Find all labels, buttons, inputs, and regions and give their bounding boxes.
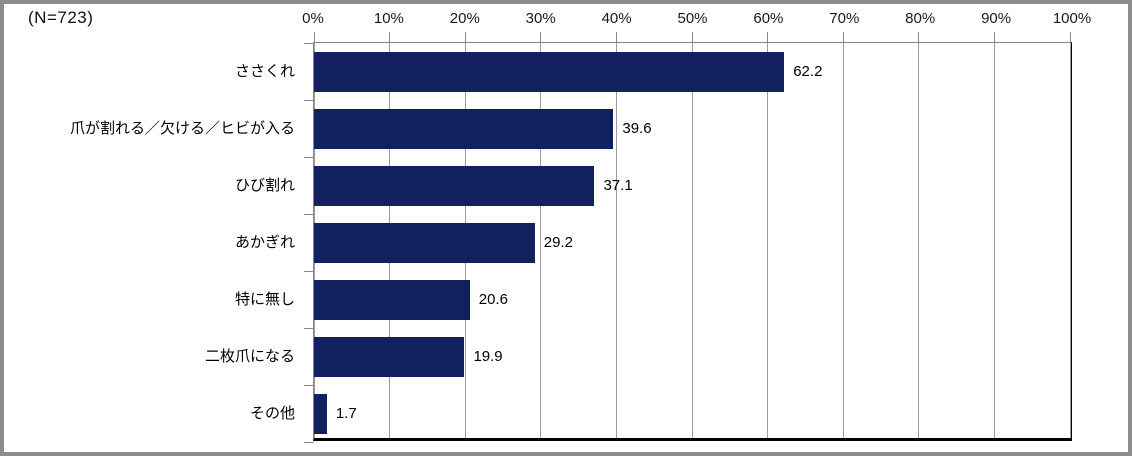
x-axis-labels: 0% 10% 20% 30% 40% 50% 60% 70% 80% 90% 100%: [302, 10, 1091, 32]
x-axis-tick: [313, 32, 315, 43]
category-axis-tick: [304, 43, 314, 44]
x-axis-tick-label: 20%: [449, 10, 480, 27]
category-axis-tick: [304, 385, 314, 386]
x-axis-tick-label: 40%: [601, 10, 632, 27]
x-axis-tick-label: 50%: [677, 10, 708, 27]
category-label: あかぎれ: [234, 234, 295, 251]
x-axis-tick: [842, 32, 844, 43]
x-axis-tick: [615, 32, 617, 43]
bar-value-label: 19.9: [473, 348, 503, 365]
category-axis-tick: [304, 214, 314, 215]
category-axis-tick: [304, 328, 314, 329]
x-axis-tick: [540, 32, 542, 43]
x-axis-tick: [389, 32, 391, 43]
gridline: [691, 43, 693, 438]
category-label: 爪が割れる／欠ける／ヒビが入る: [69, 120, 295, 137]
bar: [314, 222, 535, 263]
x-axis-tick: [1069, 32, 1071, 43]
bar-value-label: 37.1: [603, 177, 633, 194]
bar: [314, 336, 465, 377]
x-axis-tick-label: 0%: [302, 10, 324, 27]
gridline: [993, 43, 995, 438]
gridline: [540, 43, 542, 438]
bar: [314, 108, 614, 149]
sample-size-label: (N=723): [28, 8, 94, 27]
x-axis-tick-label: 70%: [829, 10, 860, 27]
x-axis-tick-label: 10%: [373, 10, 404, 27]
category-axis-tick: [304, 157, 314, 158]
gridline: [1069, 43, 1071, 438]
plot-area: 62.2 39.6 37.1 29.2 20.6 19.9 1.7: [304, 32, 1072, 443]
bar-value-label: 29.2: [543, 234, 573, 251]
category-axis-labels: ささくれ爪が割れる／欠ける／ヒビが入るひび割れあかぎれ特に無し二枚爪になるその他: [4, 42, 304, 441]
x-axis-tick-label: 60%: [753, 10, 784, 27]
category-axis-tick: [304, 100, 314, 101]
category-label: ささくれ: [234, 63, 295, 80]
x-axis-tick: [464, 32, 466, 43]
bar: [314, 51, 785, 92]
x-axis-tick: [767, 32, 769, 43]
bar: [314, 165, 595, 206]
gridline: [615, 43, 617, 438]
x-axis-tick-label: 30%: [525, 10, 556, 27]
bar-value-label: 62.2: [793, 63, 823, 80]
chart-canvas: (N=723) 0% 10% 20% 30% 40% 50% 60% 70% 80% 90% 100…: [4, 4, 1128, 452]
bar-value-label: 39.6: [622, 120, 652, 137]
x-axis-tick-label: 100%: [1052, 10, 1092, 27]
gridline: [842, 43, 844, 438]
x-axis-tick: [918, 32, 920, 43]
bar-value-label: 1.7: [335, 405, 357, 422]
bar-value-label: 20.6: [478, 291, 508, 308]
bar: [314, 279, 470, 320]
x-axis-tick-label: 80%: [905, 10, 936, 27]
category-axis-tick: [304, 442, 314, 443]
category-axis-tick: [304, 271, 314, 272]
bar: [314, 393, 327, 434]
category-label: 二枚爪になる: [204, 348, 295, 365]
x-axis-tick: [691, 32, 693, 43]
category-label: 特に無し: [234, 291, 295, 308]
x-axis-tick: [993, 32, 995, 43]
gridline: [767, 43, 769, 438]
category-label: ひび割れ: [234, 177, 295, 194]
x-axis-tick-label: 90%: [981, 10, 1012, 27]
category-label: その他: [249, 405, 295, 422]
gridline: [918, 43, 920, 438]
